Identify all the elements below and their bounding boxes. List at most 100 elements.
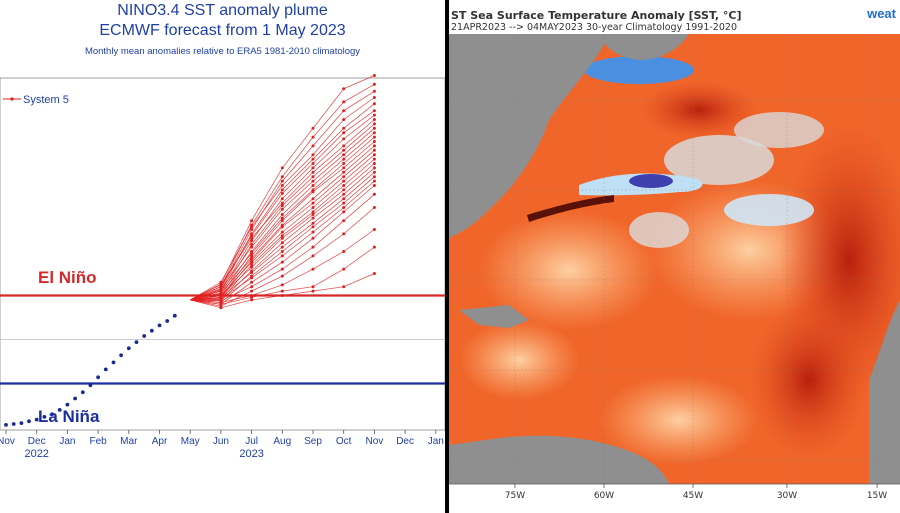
forecast-member-point bbox=[372, 140, 376, 143]
forecast-member-point bbox=[372, 170, 376, 174]
observed-point bbox=[65, 402, 70, 407]
legend-label: System 5 bbox=[23, 94, 69, 106]
map-tick-label: 75W bbox=[505, 491, 525, 501]
forecast-member-point bbox=[372, 102, 376, 106]
forecast-member-point bbox=[311, 166, 315, 170]
forecast-member-point bbox=[342, 148, 346, 152]
forecast-member-point bbox=[219, 302, 223, 306]
forecast-member-point bbox=[250, 298, 254, 302]
forecast-member-point bbox=[342, 137, 346, 141]
forecast-member-point bbox=[372, 96, 376, 99]
x-tick-label: Dec bbox=[396, 436, 414, 447]
forecast-member-point bbox=[280, 234, 284, 238]
forecast-member-point bbox=[280, 207, 284, 211]
forecast-member-point bbox=[250, 243, 254, 246]
forecast-member-point bbox=[280, 230, 284, 234]
forecast-member-point bbox=[280, 184, 284, 187]
forecast-member-point bbox=[342, 219, 346, 223]
plume-note: Monthly mean anomalies relative to ERA5 … bbox=[84, 46, 361, 57]
forecast-member-point bbox=[372, 113, 376, 117]
x-tick-label: Nov bbox=[0, 436, 15, 447]
mild-patch bbox=[599, 375, 759, 465]
observed-point bbox=[119, 353, 123, 358]
x-tick-label: Nov bbox=[366, 436, 384, 447]
forecast-member-point bbox=[342, 162, 346, 165]
greenland-land bbox=[599, 34, 689, 60]
observed-point bbox=[50, 412, 54, 417]
forecast-member-point bbox=[342, 184, 346, 187]
forecast-member-point bbox=[372, 89, 376, 93]
forecast-member-point bbox=[311, 179, 315, 183]
forecast-member-point bbox=[250, 263, 254, 267]
forecast-member-point bbox=[280, 191, 284, 195]
forecast-member-point bbox=[280, 294, 284, 297]
forecast-member-point bbox=[280, 289, 284, 293]
forecast-member-point bbox=[311, 126, 315, 130]
forecast-member-point bbox=[250, 260, 254, 264]
forecast-member-point bbox=[342, 250, 346, 253]
forecast-member-point bbox=[280, 188, 284, 192]
forecast-member-point bbox=[280, 219, 284, 223]
forecast-member-point bbox=[311, 289, 315, 293]
forecast-member-point bbox=[311, 254, 315, 258]
observed-point bbox=[149, 328, 154, 333]
forecast-member-point bbox=[311, 267, 315, 271]
cold-anomaly bbox=[584, 56, 694, 84]
forecast-member-point bbox=[280, 283, 284, 287]
forecast-member-point bbox=[342, 153, 346, 157]
forecast-member-point bbox=[280, 254, 284, 258]
hot-anomaly bbox=[639, 80, 759, 140]
legend-swatch-dot bbox=[10, 97, 14, 101]
observed-point bbox=[134, 340, 139, 344]
brand-logo: weat bbox=[867, 6, 896, 21]
mild-patch bbox=[479, 210, 659, 330]
forecast-member-point bbox=[311, 206, 315, 209]
x-tick-label: Sep bbox=[304, 436, 322, 447]
x-tick-label: Apr bbox=[152, 436, 168, 447]
observed-point bbox=[34, 417, 39, 422]
forecast-member-point bbox=[342, 192, 346, 196]
forecast-member-point bbox=[342, 144, 346, 148]
forecast-member-point bbox=[372, 126, 376, 130]
forecast-member-point bbox=[280, 236, 284, 240]
forecast-member-point bbox=[372, 135, 376, 139]
la-nina-label: La Niña bbox=[38, 407, 100, 426]
observed-point bbox=[96, 375, 100, 380]
forecast-member-point bbox=[311, 144, 315, 148]
forecast-member-point bbox=[342, 188, 346, 192]
x-year-label: 2023 bbox=[239, 448, 263, 460]
forecast-member-point bbox=[280, 175, 284, 179]
sst-map: 75W 60W 45W 30W 15W bbox=[449, 0, 900, 513]
forecast-member-point bbox=[250, 265, 254, 269]
forecast-member-point bbox=[372, 272, 376, 275]
forecast-member-point bbox=[250, 276, 254, 280]
forecast-member-point bbox=[342, 170, 346, 174]
map-tick-label: 60W bbox=[594, 491, 614, 501]
forecast-member-point bbox=[372, 148, 376, 152]
forecast-member-point bbox=[372, 157, 376, 161]
forecast-member-point bbox=[342, 206, 346, 209]
neutral-patch bbox=[629, 212, 689, 248]
x-tick-label: Jul bbox=[245, 436, 258, 447]
forecast-member-point bbox=[280, 213, 284, 216]
forecast-member-point bbox=[372, 184, 376, 187]
cold-anomaly bbox=[724, 194, 814, 226]
forecast-member-point bbox=[250, 234, 254, 238]
forecast-member-point bbox=[342, 100, 346, 104]
observed-point bbox=[19, 421, 24, 425]
forecast-member-point bbox=[219, 306, 223, 310]
forecast-member-point bbox=[342, 210, 346, 214]
neutral-patch bbox=[734, 112, 824, 148]
forecast-member-point bbox=[311, 221, 315, 225]
sst-map-panel: 75W 60W 45W 30W 15W ST Sea Surface Temperatu… bbox=[449, 0, 900, 513]
forecast-member-point bbox=[342, 131, 346, 135]
forecast-member-point bbox=[311, 285, 315, 289]
forecast-member-point bbox=[342, 179, 346, 183]
forecast-member-point bbox=[280, 245, 284, 249]
observed-point bbox=[73, 396, 77, 401]
observed-point bbox=[142, 334, 147, 338]
forecast-member-point bbox=[372, 166, 376, 170]
x-tick-label: Jan bbox=[428, 436, 444, 447]
forecast-member-point bbox=[372, 175, 376, 179]
forecast-member-point bbox=[280, 166, 284, 170]
